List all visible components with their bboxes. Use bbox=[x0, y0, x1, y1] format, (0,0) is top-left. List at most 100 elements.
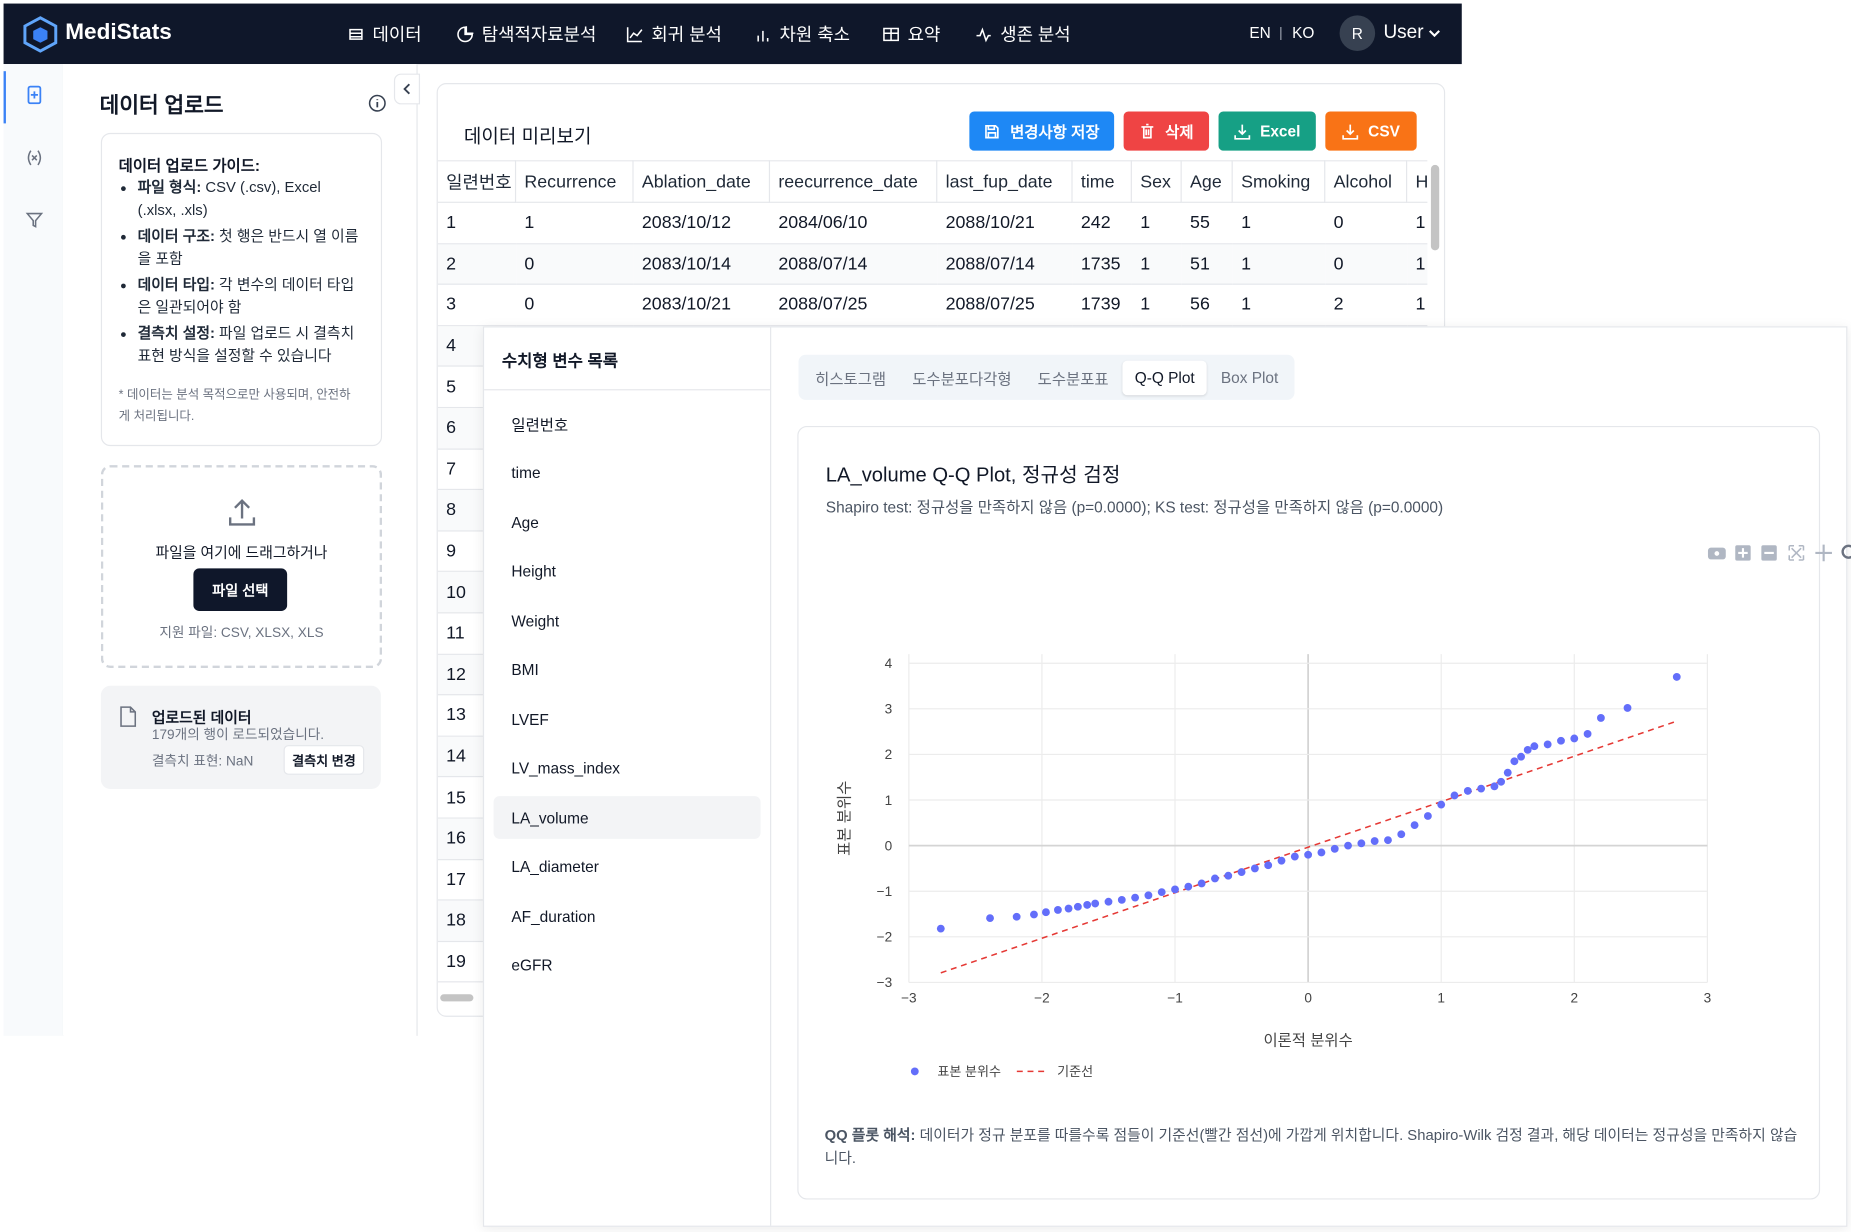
action-button[interactable]: 삭제 bbox=[1123, 111, 1210, 151]
guide-label: 파일 형식: bbox=[137, 179, 202, 196]
button-label: CSV bbox=[1368, 122, 1400, 141]
filter-nav-icon[interactable] bbox=[25, 210, 44, 229]
legend-label[interactable]: 기준선 bbox=[1057, 1064, 1093, 1079]
legend-label[interactable]: 표본 분위수 bbox=[937, 1064, 1001, 1079]
nav-label[interactable]: 요약 bbox=[907, 24, 941, 46]
action-button[interactable]: 변경사항 저장 bbox=[969, 111, 1115, 151]
data-point bbox=[986, 914, 994, 923]
x-tick-label: 0 bbox=[1304, 991, 1312, 1006]
missing-change-button[interactable]: 결측치 변경 bbox=[283, 745, 365, 775]
chart-card: LA_volume Q-Q Plot, 정규성 검정 Shapiro test: … bbox=[797, 425, 1851, 1200]
variable-item[interactable]: Age bbox=[511, 513, 539, 531]
column-header[interactable]: Recurrence bbox=[516, 160, 634, 203]
tab[interactable]: Box Plot bbox=[1220, 368, 1279, 387]
table-cell: 2083/10/21 bbox=[633, 285, 771, 327]
nav-label[interactable]: 데이터 bbox=[372, 24, 422, 46]
interpretation-text: 데이터가 정규 분포를 따를수록 점들이 기준선(빨간 점선)에 가깝게 위치합… bbox=[824, 1127, 1798, 1167]
guide-text: 파일 업로드 시 결측치 표현 방식을 설정할 수 있습니다 bbox=[137, 325, 355, 365]
nav-item[interactable]: 회귀 분석 bbox=[626, 21, 722, 46]
y-tick-label: 1 bbox=[885, 793, 893, 808]
data-point bbox=[1304, 850, 1313, 859]
data-point bbox=[1570, 734, 1579, 743]
column-header[interactable]: reecurrence_date bbox=[770, 160, 938, 203]
preview-title: 데이터 미리보기 bbox=[463, 126, 592, 148]
column-header[interactable]: Alcohol bbox=[1325, 160, 1408, 203]
variable-nav-icon[interactable] bbox=[25, 148, 44, 167]
column-header[interactable]: H bbox=[1407, 160, 1428, 203]
variable-panel: 수치형 변수 목록 일련번호 time Age Height Weight BMI LVEF… bbox=[484, 327, 772, 1226]
data-point bbox=[1171, 885, 1179, 894]
variable-item[interactable]: LA_diameter bbox=[511, 857, 599, 876]
variable-item[interactable]: LA_volume bbox=[493, 796, 761, 839]
nav-item[interactable]: 탐색적자료분석 bbox=[457, 21, 597, 46]
table-cell: 2088/07/25 bbox=[937, 285, 1073, 327]
table-cell: 1 bbox=[1232, 243, 1326, 285]
tab[interactable]: 도수분포다각형 bbox=[912, 369, 1012, 388]
toolbar-icons[interactable] bbox=[1706, 541, 1851, 565]
variable-item[interactable]: time bbox=[511, 463, 541, 482]
drop-zone[interactable]: 파일을 여기에 드래그하거나 파일 선택 지원 파일: CSV, XLSX, X… bbox=[100, 465, 383, 668]
variable-item[interactable]: 일련번호 bbox=[511, 415, 569, 434]
nav-item[interactable]: 데이터 bbox=[348, 21, 422, 46]
variable-item[interactable]: Height bbox=[511, 562, 556, 581]
x-tick-label: 1 bbox=[1437, 991, 1445, 1006]
variable-item[interactable]: eGFR bbox=[511, 956, 553, 975]
data-point bbox=[1423, 812, 1432, 820]
column-header[interactable]: last_fup_date bbox=[937, 160, 1073, 203]
nav-label[interactable]: 차원 축소 bbox=[779, 24, 850, 46]
column-header[interactable]: Smoking bbox=[1232, 160, 1326, 203]
nav-item[interactable]: 요약 bbox=[883, 21, 941, 46]
button-label: 변경사항 저장 bbox=[1010, 123, 1100, 142]
variable-item[interactable]: LV_mass_index bbox=[511, 759, 621, 778]
v-scrollbar[interactable] bbox=[1430, 164, 1440, 251]
data-point bbox=[1012, 912, 1021, 921]
nav-icon bbox=[976, 26, 991, 42]
nav-item[interactable]: 차원 축소 bbox=[755, 21, 850, 46]
tab[interactable]: 도수분포표 bbox=[1037, 369, 1109, 388]
info-icon[interactable] bbox=[368, 94, 387, 113]
lang-ko[interactable]: KO bbox=[1292, 23, 1315, 42]
guide-label: 결측치 설정: bbox=[137, 325, 215, 342]
action-button[interactable]: CSV bbox=[1325, 111, 1417, 151]
avatar[interactable]: R bbox=[1339, 15, 1376, 52]
x-tick-label: −1 bbox=[1167, 991, 1183, 1006]
guide-label: 데이터 구조: bbox=[137, 227, 215, 245]
column-header[interactable]: Ablation_date bbox=[633, 160, 771, 203]
variable-item[interactable]: Weight bbox=[511, 611, 560, 630]
lang-separator: | bbox=[1279, 23, 1283, 41]
nav-label[interactable]: 생존 분석 bbox=[1000, 24, 1071, 46]
nav-item[interactable]: 생존 분석 bbox=[975, 21, 1071, 46]
column-header[interactable]: Age bbox=[1181, 160, 1233, 203]
table-cell: 1 bbox=[1407, 243, 1428, 285]
action-button[interactable]: Excel bbox=[1218, 111, 1316, 151]
nav-label[interactable]: 탐색적자료분석 bbox=[481, 24, 597, 46]
variable-item[interactable]: LVEF bbox=[511, 710, 549, 728]
variable-item[interactable]: BMI bbox=[511, 660, 539, 679]
column-header[interactable]: time bbox=[1072, 160, 1132, 203]
collapse-button[interactable] bbox=[393, 73, 421, 105]
data-point bbox=[1053, 906, 1062, 914]
table-cell: 1 bbox=[516, 203, 634, 244]
nav-label[interactable]: 회귀 분석 bbox=[651, 24, 722, 46]
data-point bbox=[1410, 821, 1419, 830]
brand[interactable]: MediStats bbox=[65, 20, 172, 46]
table-cell: 1735 bbox=[1072, 243, 1132, 285]
button-label: 삭제 bbox=[1165, 123, 1194, 142]
guide-item: 데이터 구조: 첫 행은 반드시 열 이름을 포함 bbox=[138, 225, 361, 270]
select-file-button[interactable]: 파일 선택 bbox=[193, 568, 288, 612]
file-icon bbox=[120, 706, 137, 727]
upload-nav-icon[interactable] bbox=[25, 85, 44, 105]
column-header[interactable]: Sex bbox=[1131, 160, 1182, 203]
column-header[interactable]: 일련번호 bbox=[437, 160, 517, 203]
y-tick-label: −2 bbox=[877, 930, 893, 945]
table-cell: 2084/06/10 bbox=[770, 203, 938, 244]
reference-line bbox=[940, 720, 1678, 974]
user-menu[interactable]: User bbox=[1383, 22, 1424, 43]
lang-en[interactable]: EN bbox=[1249, 23, 1271, 42]
variable-item[interactable]: AF_duration bbox=[511, 907, 596, 925]
tab[interactable]: Q-Q Plot bbox=[1122, 360, 1207, 395]
tab[interactable]: 히스토그램 bbox=[815, 369, 887, 388]
data-point bbox=[1144, 891, 1153, 900]
table-cell: 3 bbox=[437, 285, 517, 327]
h-scrollbar[interactable] bbox=[440, 994, 474, 1002]
